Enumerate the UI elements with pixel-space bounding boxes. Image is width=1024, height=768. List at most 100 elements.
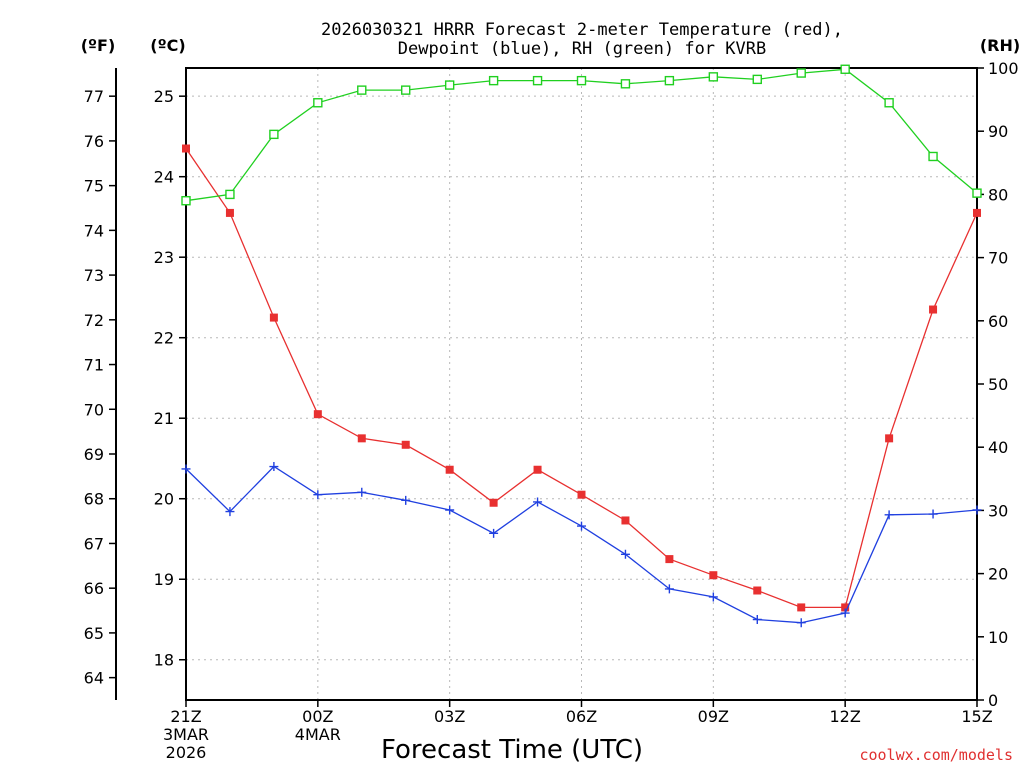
rh-tick-label: 20 xyxy=(988,565,1008,584)
rh-point xyxy=(576,75,587,86)
rh-tick-label: 90 xyxy=(988,122,1008,141)
x-tick-label: 03Z xyxy=(434,707,465,726)
rh-point xyxy=(488,75,499,86)
temperature-point xyxy=(709,571,718,580)
tick-labels: 64 65 66 67 68 69 70 71 72 73 74 75 76 77 18 19 20 21 22 23… xyxy=(84,59,1019,762)
dewpoint-point xyxy=(313,490,323,500)
dewpoint-point xyxy=(181,464,191,474)
rh-point xyxy=(401,85,411,95)
rh-unit-label: (RH) xyxy=(980,36,1020,55)
dewpoint-point xyxy=(708,592,718,602)
temperature-point xyxy=(269,313,278,322)
temperature-point xyxy=(313,410,322,419)
dewpoint-point xyxy=(533,497,543,507)
temperature-point xyxy=(401,440,410,449)
x-tick-label: 00Z xyxy=(302,707,333,726)
temperature-point xyxy=(973,208,981,217)
fahrenheit-tick-label: 70 xyxy=(84,400,104,419)
x-axis-title: Forecast Time (UTC) xyxy=(381,735,643,765)
celsius-tick-label: 20 xyxy=(154,490,174,509)
temperature-point xyxy=(841,603,850,612)
rh-point xyxy=(313,98,323,108)
temperature-point xyxy=(357,434,366,443)
dewpoint-point xyxy=(489,528,499,538)
fahrenheit-tick-label: 68 xyxy=(84,490,104,509)
dewpoint-point xyxy=(577,521,586,531)
dewpoint-point xyxy=(928,509,938,519)
temperature-point xyxy=(225,208,234,217)
fahrenheit-tick-label: 66 xyxy=(84,579,104,598)
credit-text: coolwx.com/models xyxy=(859,746,1013,764)
temperature-point xyxy=(929,305,938,314)
temperature-point xyxy=(797,603,806,612)
temperature-point xyxy=(665,555,674,564)
dewpoint-point xyxy=(269,462,279,472)
celsius-unit-label: (ºC) xyxy=(150,36,185,55)
axes xyxy=(109,67,984,707)
temperature-point xyxy=(753,586,762,595)
rh-point xyxy=(269,129,279,140)
fahrenheit-unit-label: (ºF) xyxy=(81,36,116,55)
x-tick-year-label: 2026 xyxy=(166,743,207,762)
temperature-point xyxy=(533,465,542,474)
rh-tick-label: 40 xyxy=(988,438,1008,457)
rh-point xyxy=(532,75,543,86)
rh-point xyxy=(972,188,982,198)
series-layer xyxy=(181,64,982,628)
chart-title: 2026030321 HRRR Forecast 2-meter Tempera… xyxy=(321,20,843,40)
celsius-tick-label: 19 xyxy=(154,570,174,589)
dewpoint-point xyxy=(225,507,235,517)
temperature-point xyxy=(489,498,498,507)
celsius-tick-label: 22 xyxy=(154,329,174,348)
dewpoint-point xyxy=(401,495,411,505)
x-tick-label: 12Z xyxy=(830,707,861,726)
dewpoint-point xyxy=(840,608,850,618)
temperature-point xyxy=(445,465,454,474)
fahrenheit-tick-label: 67 xyxy=(84,534,104,553)
dewpoint-point xyxy=(664,584,674,594)
rh-point xyxy=(796,68,806,78)
temperature-series-line xyxy=(185,148,978,609)
rh-tick-label: 60 xyxy=(988,312,1008,331)
temperature-point xyxy=(182,144,190,153)
rh-tick-label: 50 xyxy=(988,375,1008,394)
fahrenheit-tick-label: 76 xyxy=(84,132,104,151)
x-tick-label: 06Z xyxy=(566,707,597,726)
x-tick-label: 15Z xyxy=(961,707,992,726)
dewpoint-point xyxy=(752,614,762,624)
rh-tick-label: 70 xyxy=(988,249,1008,268)
celsius-tick-label: 24 xyxy=(154,168,174,187)
fahrenheit-tick-label: 72 xyxy=(84,311,104,330)
dewpoint-point xyxy=(972,505,982,515)
dewpoint-point xyxy=(620,549,630,559)
rh-point xyxy=(752,74,762,85)
rh-point xyxy=(664,75,675,86)
temperature-point xyxy=(577,490,586,499)
rh-tick-label: 30 xyxy=(988,501,1008,520)
rh-point xyxy=(444,80,455,90)
rh-point xyxy=(928,151,938,162)
fahrenheit-tick-label: 64 xyxy=(84,669,104,688)
dewpoint-point xyxy=(884,510,894,520)
fahrenheit-tick-label: 73 xyxy=(84,266,104,285)
celsius-tick-label: 21 xyxy=(154,409,174,428)
rh-point xyxy=(225,189,235,200)
x-tick-date-label: 3MAR xyxy=(163,725,209,744)
x-tick-label: 21Z xyxy=(170,707,201,726)
fahrenheit-tick-label: 75 xyxy=(84,177,104,196)
rh-point xyxy=(357,85,367,95)
rh-tick-label: 80 xyxy=(988,185,1008,204)
dewpoint-point xyxy=(796,618,806,628)
fahrenheit-tick-label: 74 xyxy=(84,221,104,240)
celsius-tick-label: 18 xyxy=(154,651,174,670)
rh-tick-label: 10 xyxy=(988,628,1008,647)
celsius-tick-label: 23 xyxy=(154,248,174,267)
dewpoint-point xyxy=(357,487,367,497)
fahrenheit-tick-label: 77 xyxy=(84,87,104,106)
temperature-point xyxy=(885,434,894,443)
fahrenheit-tick-label: 65 xyxy=(84,624,104,643)
fahrenheit-tick-label: 69 xyxy=(84,445,104,464)
chart-subtitle: Dewpoint (blue), RH (green) for KVRB xyxy=(398,39,766,59)
x-tick-date-label: 4MAR xyxy=(295,725,341,744)
